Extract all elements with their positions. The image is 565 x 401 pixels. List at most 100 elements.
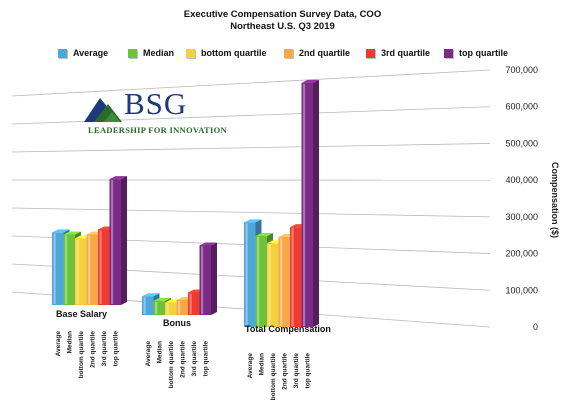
bar-label: Average <box>247 353 254 379</box>
bar-highlight <box>268 244 271 326</box>
bar-highlight <box>53 233 56 304</box>
category-label: Base Salary <box>56 309 107 319</box>
bar-top <box>199 242 217 246</box>
bar-highlight <box>189 293 192 314</box>
bar-median-bonus <box>153 300 165 315</box>
bar-label: 3rd quartile <box>191 341 198 377</box>
y-axis-label: Compensation ($) <box>550 162 560 238</box>
bar-2nd-quartile-base-salary <box>86 234 98 305</box>
y-tick-label: 300,000 <box>505 212 538 222</box>
legend-swatch-top-quartile <box>444 48 453 58</box>
legend-item-2nd-quartile: 2nd quartile <box>284 46 350 60</box>
category-label: Bonus <box>163 318 191 328</box>
bar-top-quartile-bonus <box>199 245 211 315</box>
chart-subtitle: Northeast U.S. Q3 2019 <box>230 21 335 32</box>
legend-swatch-median <box>128 48 137 58</box>
bar-highlight <box>178 300 181 314</box>
bar-highlight <box>76 239 79 304</box>
bar-average-base-salary <box>52 232 64 305</box>
chart-title: Executive Compensation Survey Data, COO <box>183 9 382 20</box>
bar-highlight <box>65 235 68 304</box>
logo-mark-icon <box>84 98 122 122</box>
legend-item-3rd-quartile: 3rd quartile <box>366 46 430 60</box>
y-tick-label: 500,000 <box>505 138 538 148</box>
legend-swatch-2nd-quartile <box>284 48 293 58</box>
bar-highlight <box>166 303 169 314</box>
bar-2nd-quartile-total-compensation <box>278 237 290 327</box>
bar-average-bonus <box>142 296 154 315</box>
chart-legend: Average Median bottom quartile 2nd quart… <box>58 46 538 60</box>
bar-top <box>301 79 319 83</box>
bar-side <box>313 79 319 327</box>
y-tick-label: 200,000 <box>505 249 538 259</box>
bar-top-quartile-total-compensation <box>301 82 313 327</box>
bar-label: Median <box>66 331 73 353</box>
bar-highlight <box>88 235 91 304</box>
bar-label: top quartile <box>112 331 119 367</box>
legend-label-2nd-quartile: 2nd quartile <box>299 48 351 58</box>
bar-highlight <box>111 180 114 304</box>
bar-side <box>121 176 127 305</box>
bar-top <box>255 232 273 236</box>
y-tick-label: 700,000 <box>505 65 538 75</box>
bar-average-total-compensation <box>244 222 256 327</box>
legend-swatch-average <box>58 48 67 58</box>
legend-item-top-quartile: top quartile <box>444 46 508 60</box>
bar-top <box>109 176 127 180</box>
logo-tagline: LEADERSHIP FOR INNOVATION <box>88 125 227 135</box>
bar-label: Average <box>145 341 152 367</box>
grid-line <box>11 69 491 97</box>
bar-top-quartile-base-salary <box>109 179 121 305</box>
bar-highlight <box>143 297 146 314</box>
bar-median-base-salary <box>63 234 75 305</box>
bar-highlight <box>245 223 248 326</box>
legend-label-top-quartile: top quartile <box>459 48 508 58</box>
bars <box>52 79 319 327</box>
legend-label-average: Average <box>73 48 109 58</box>
bar-highlight <box>99 230 102 304</box>
grid-line <box>11 143 491 153</box>
bar-bottom-quartile-bonus <box>165 302 177 315</box>
bar-label: 2nd quartile <box>281 353 288 390</box>
bar-highlight <box>155 301 158 314</box>
bar-label: Median <box>258 353 265 375</box>
bar-top <box>63 231 81 235</box>
bar-label: top quartile <box>202 341 209 377</box>
bar-label: Average <box>55 331 62 357</box>
legend-swatch-bottom-quartile <box>186 48 195 58</box>
bar-top <box>153 297 171 301</box>
bar-3rd-quartile-bonus <box>188 292 200 315</box>
legend-label-bottom-quartile: bottom quartile <box>201 48 267 58</box>
legend-item-bottom-quartile: bottom quartile <box>186 46 267 60</box>
category-label: Total Compensation <box>245 324 331 334</box>
y-tick-label: 600,000 <box>505 102 538 112</box>
bsg-logo: BSG LEADERSHIP FOR INNOVATION <box>78 86 228 138</box>
bar-label: 3rd quartile <box>293 353 300 389</box>
legend-label-median: Median <box>143 48 175 58</box>
bar-bottom-quartile-total-compensation <box>267 243 279 327</box>
bar-3rd-quartile-base-salary <box>98 229 110 305</box>
bar-bottom-quartile-base-salary <box>75 238 87 305</box>
legend-swatch-3rd-quartile <box>366 48 375 58</box>
y-tick-label: 100,000 <box>505 285 538 295</box>
bar-label: bottom quartile <box>78 331 85 379</box>
bar-top <box>244 219 262 223</box>
bar-label: 2nd quartile <box>179 341 186 378</box>
legend-item-median: Median <box>128 46 174 60</box>
bar-label: 3rd quartile <box>101 331 108 367</box>
y-tick-label: 0 <box>533 322 538 332</box>
bar-3rd-quartile-total-compensation <box>290 227 302 327</box>
labels: 0 100,000 200,000 300,000 400,000 500,000 600,… <box>55 65 560 400</box>
grid-line <box>11 207 491 218</box>
logo-text: BSG <box>124 86 188 121</box>
bar-top <box>52 229 70 233</box>
bar-median-total-compensation <box>255 235 267 327</box>
bar-highlight <box>280 238 283 326</box>
bar-label: 2nd quartile <box>89 331 96 368</box>
bar-highlight <box>303 83 306 326</box>
legend-item-average: Average <box>58 46 108 60</box>
y-tick-label: 400,000 <box>505 175 538 185</box>
bar-side <box>211 242 217 315</box>
